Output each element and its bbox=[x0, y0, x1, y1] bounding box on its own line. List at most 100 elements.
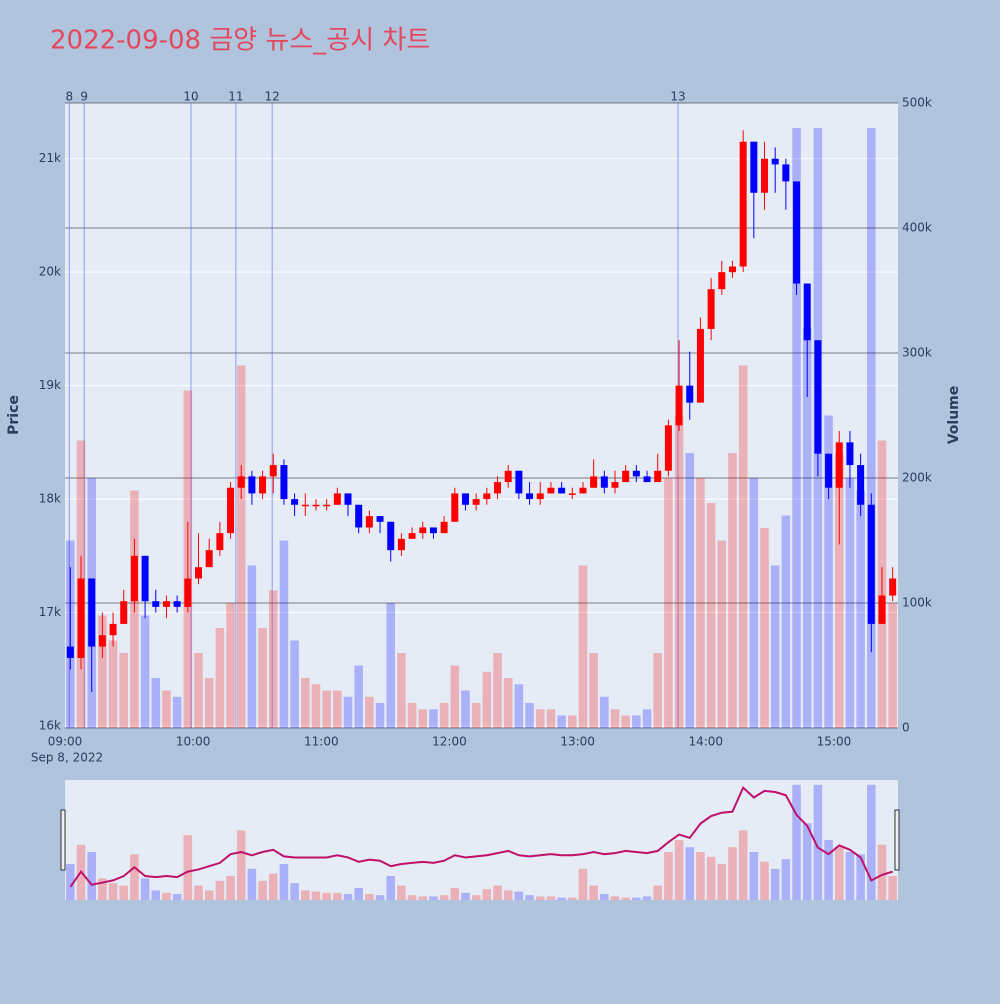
candle-body bbox=[515, 470, 523, 494]
volume-bar bbox=[429, 709, 438, 728]
candle-body bbox=[397, 538, 405, 551]
slider-volume-bar bbox=[824, 840, 833, 900]
candle-body bbox=[152, 601, 160, 607]
candle-body bbox=[526, 493, 534, 500]
volume-bar bbox=[792, 128, 801, 728]
slider-volume-bar bbox=[600, 894, 609, 900]
slider-volume-bar bbox=[514, 891, 524, 900]
y2-axis-title: Volume bbox=[946, 386, 962, 445]
candle-body bbox=[205, 550, 213, 568]
y2-tick-label: 300k bbox=[902, 346, 932, 360]
volume-bar bbox=[632, 715, 641, 728]
candle-body bbox=[184, 578, 192, 607]
candle-body bbox=[98, 635, 106, 647]
slider-volume-bar bbox=[461, 892, 470, 900]
slider-volume-bar bbox=[525, 895, 534, 900]
candle-body bbox=[867, 504, 875, 624]
volume-bar bbox=[802, 328, 812, 728]
slider-volume-bar bbox=[685, 847, 695, 900]
slider-volume-bar bbox=[183, 835, 193, 900]
y2-tick-label: 100k bbox=[902, 596, 932, 610]
candle-body bbox=[355, 504, 363, 528]
volume-bar bbox=[706, 503, 716, 728]
slider-volume-bar bbox=[482, 889, 492, 900]
chart-title: 2022-09-08 금양 뉴스_공시 차트 bbox=[50, 26, 430, 56]
slider-volume-bar bbox=[589, 885, 598, 900]
slider-volume-bar bbox=[258, 880, 267, 900]
slider-volume-bar bbox=[333, 892, 342, 900]
volume-bar bbox=[525, 703, 534, 728]
plot-area bbox=[65, 103, 898, 728]
candle-body bbox=[686, 385, 694, 403]
candle-body bbox=[259, 476, 267, 494]
y-tick-label: 18k bbox=[39, 492, 61, 506]
candle-body bbox=[696, 328, 704, 403]
slider-volume-bar bbox=[215, 880, 225, 900]
candle-body bbox=[365, 516, 373, 528]
candle-body bbox=[461, 493, 469, 505]
volume-bar bbox=[461, 690, 470, 728]
candle-body bbox=[568, 493, 576, 495]
slider-volume-bar bbox=[578, 868, 588, 900]
candle-body bbox=[707, 289, 715, 329]
candle-body bbox=[643, 476, 651, 483]
volume-bar bbox=[514, 684, 524, 728]
candle-body bbox=[611, 482, 619, 488]
volume-bar bbox=[343, 696, 353, 728]
x-tick-label: 14:00 bbox=[688, 735, 723, 749]
volume-bar bbox=[204, 678, 214, 728]
volume-bar bbox=[653, 653, 662, 728]
x-date-label: Sep 8, 2022 bbox=[31, 751, 103, 765]
candle-body bbox=[216, 533, 224, 551]
slider-volume-bar bbox=[781, 859, 791, 900]
candle-body bbox=[312, 504, 320, 507]
candle-body bbox=[109, 623, 117, 636]
slider-volume-bar bbox=[503, 890, 513, 900]
volume-bar bbox=[856, 490, 865, 728]
candle-body bbox=[130, 555, 138, 602]
slider-volume-bar bbox=[770, 868, 780, 900]
slider-volume-bar bbox=[493, 885, 502, 900]
volume-bar bbox=[888, 603, 897, 728]
candle-body bbox=[622, 470, 630, 483]
volume-bar bbox=[162, 690, 171, 728]
volume-bar bbox=[696, 478, 705, 728]
news-label: 9 bbox=[80, 90, 88, 104]
slider-volume-bar bbox=[632, 897, 641, 900]
volume-bar bbox=[535, 709, 545, 728]
volume-bar bbox=[664, 478, 673, 728]
candle-body bbox=[889, 578, 897, 596]
candle-body bbox=[141, 555, 149, 602]
candle-body bbox=[590, 476, 598, 488]
volume-bar bbox=[301, 678, 310, 728]
slider-volume-bar bbox=[653, 885, 662, 900]
news-label: 12 bbox=[265, 90, 280, 104]
slider-volume-bar bbox=[397, 885, 406, 900]
range-handle-right[interactable] bbox=[894, 809, 900, 871]
volume-bar bbox=[258, 628, 267, 728]
slider-volume-bar bbox=[674, 840, 684, 900]
slider-volume-bar bbox=[664, 852, 673, 900]
volume-bar bbox=[471, 703, 481, 728]
candle-body bbox=[88, 578, 96, 647]
candle-body bbox=[771, 158, 779, 165]
slider-volume-bar bbox=[375, 895, 385, 900]
candle-body bbox=[194, 567, 202, 579]
slider-volume-bar bbox=[130, 854, 139, 900]
slider-volume-bar bbox=[867, 784, 876, 900]
volume-bar bbox=[375, 703, 385, 728]
range-slider[interactable] bbox=[65, 780, 898, 900]
candle-body bbox=[782, 164, 790, 182]
slider-volume-bar bbox=[343, 894, 353, 900]
volume-bar bbox=[845, 478, 855, 728]
candle-body bbox=[472, 499, 480, 505]
candle-body bbox=[323, 504, 331, 507]
volume-bar bbox=[119, 653, 129, 728]
volume-bar bbox=[397, 653, 406, 728]
y-tick-label: 20k bbox=[39, 265, 61, 279]
candle-body bbox=[600, 476, 608, 488]
volume-bar bbox=[546, 709, 556, 728]
slider-volume-bar bbox=[407, 895, 417, 900]
range-handle-left[interactable] bbox=[60, 809, 66, 871]
volume-bar bbox=[450, 665, 460, 728]
